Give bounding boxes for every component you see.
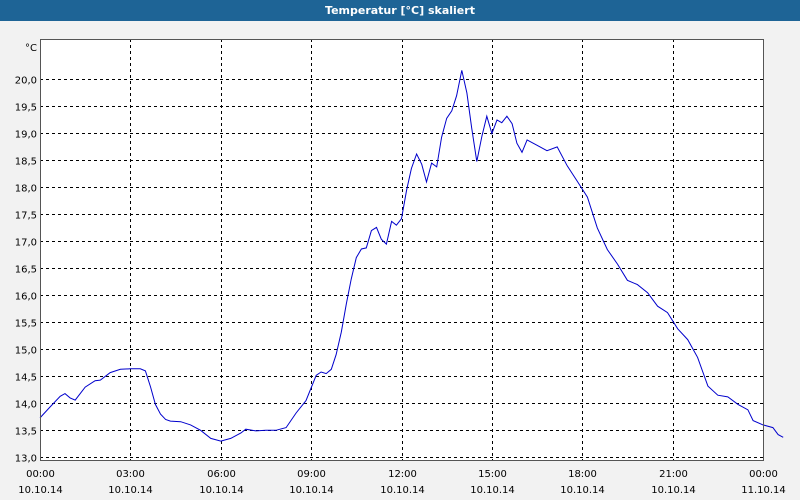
x-tick-date-label: 10.10.14: [18, 485, 63, 496]
temperature-line: [39, 70, 784, 442]
x-tick-time-label: 06:00: [207, 469, 236, 480]
x-tick-time-label: 21:00: [659, 469, 688, 480]
x-tick-time-label: 18:00: [568, 469, 597, 480]
x-tick-date-label: 10.10.14: [199, 485, 244, 496]
y-tick-label: 14,5: [15, 373, 37, 384]
y-axis-unit-label: °C: [25, 43, 37, 54]
y-tick-label: 16,0: [15, 292, 37, 303]
x-tick-date-label: 10.10.14: [470, 485, 515, 496]
y-tick-label: 15,5: [15, 319, 37, 330]
y-tick-label: 15,0: [15, 346, 37, 357]
x-tick-date-label: 10.10.14: [560, 485, 605, 496]
y-tick-label: 20,0: [15, 76, 37, 87]
y-tick-label: 17,5: [15, 211, 37, 222]
plot-area: [40, 39, 763, 460]
x-tick-date-label: 10.10.14: [108, 485, 153, 496]
temperature-chart: 13,0 13,5 14,0 14,5 15,0 15,5 16,0 16,5 17,0 17,5…: [15, 39, 786, 496]
y-tick-label: 13,5: [15, 427, 37, 438]
x-tick-time-label: 00:00: [749, 469, 778, 480]
y-tick-labels: 13,0 13,5 14,0 14,5 15,0 15,5 16,0 16,5 17,0 17,5…: [15, 76, 37, 465]
y-tick-label: 14,0: [15, 400, 37, 411]
y-tick-label: 18,0: [15, 184, 37, 195]
x-tick-time-label: 15:00: [478, 469, 507, 480]
x-tick-date-label: 11.10.14: [741, 485, 786, 496]
y-tick-label: 18,5: [15, 157, 37, 168]
x-tick-labels: 00:00 10.10.14 03:00 10.10.14 06:00 10.10.14 0…: [18, 469, 786, 496]
x-tick-time-label: 09:00: [297, 469, 326, 480]
y-tick-label: 19,5: [15, 103, 37, 114]
x-tick-date-label: 10.10.14: [651, 485, 696, 496]
y-tick-label: 17,0: [15, 238, 37, 249]
window-title: Temperatur [°C] skaliert: [0, 0, 800, 21]
x-tick-time-label: 12:00: [388, 469, 417, 480]
x-tick-time-label: 03:00: [116, 469, 145, 480]
grid: [40, 39, 764, 460]
y-tick-label: 16,5: [15, 265, 37, 276]
y-tick-label: 13,0: [15, 454, 37, 465]
plot-frame: [40, 39, 764, 461]
x-tick-time-label: 00:00: [26, 469, 55, 480]
y-tick-label: 19,0: [15, 130, 37, 141]
x-tick-date-label: 10.10.14: [380, 485, 425, 496]
x-tick-date-label: 10.10.14: [289, 485, 334, 496]
